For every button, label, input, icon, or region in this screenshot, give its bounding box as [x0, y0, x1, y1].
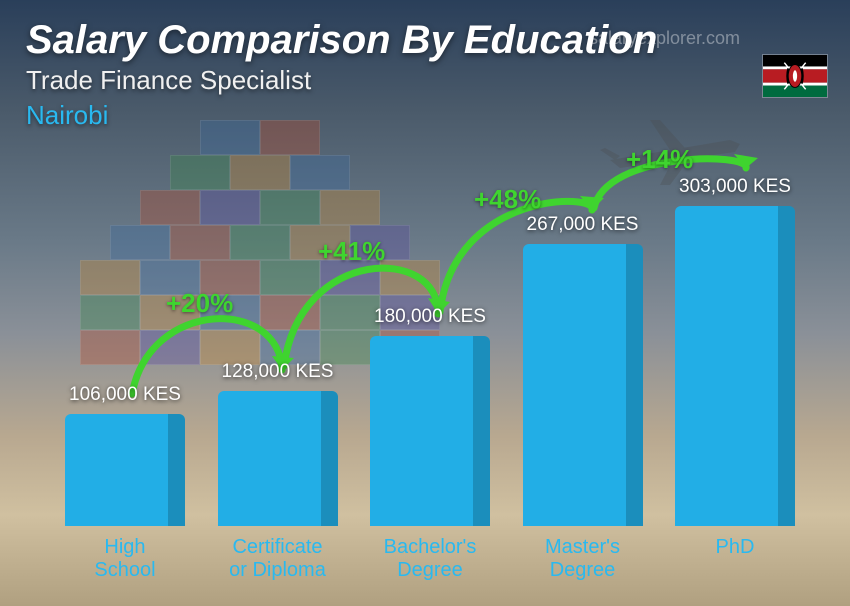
bar-1: 128,000 KES [213, 361, 343, 526]
bar-0: 106,000 KES [60, 384, 190, 526]
pct-label-0: +20% [166, 288, 233, 319]
bar-value-2: 180,000 KES [374, 306, 486, 328]
pct-label-1: +41% [318, 236, 385, 267]
bar-rect-2 [370, 336, 490, 526]
bar-rect-0 [65, 414, 185, 526]
bar-3: 267,000 KES [518, 214, 648, 526]
category-0: HighSchool [60, 530, 190, 586]
infographic-canvas: Salary Comparison By Education Trade Fin… [0, 0, 850, 606]
bars-container: 106,000 KES 128,000 KES 180,000 KES 267,000… [50, 166, 810, 526]
bar-value-0: 106,000 KES [69, 384, 181, 406]
bar-value-4: 303,000 KES [679, 176, 791, 198]
kenya-flag-icon [762, 54, 828, 98]
bar-2: 180,000 KES [365, 306, 495, 526]
bar-value-1: 128,000 KES [222, 361, 334, 383]
category-4: PhD [670, 530, 800, 586]
pct-label-2: +48% [474, 184, 541, 215]
category-1: Certificateor Diploma [213, 530, 343, 586]
categories-container: HighSchool Certificateor Diploma Bachelor'… [50, 530, 810, 586]
category-3: Master'sDegree [518, 530, 648, 586]
chart-subtitle: Trade Finance Specialist [26, 65, 824, 96]
bar-value-3: 267,000 KES [527, 214, 639, 236]
bar-rect-1 [218, 391, 338, 526]
bar-chart: 106,000 KES 128,000 KES 180,000 KES 267,000… [50, 166, 810, 586]
bar-rect-3 [523, 244, 643, 526]
bar-4: 303,000 KES [670, 176, 800, 526]
watermark: salaryexplorer.com [589, 28, 740, 49]
bar-rect-4 [675, 206, 795, 526]
category-2: Bachelor'sDegree [365, 530, 495, 586]
chart-location: Nairobi [26, 100, 824, 131]
pct-label-3: +14% [626, 144, 693, 175]
